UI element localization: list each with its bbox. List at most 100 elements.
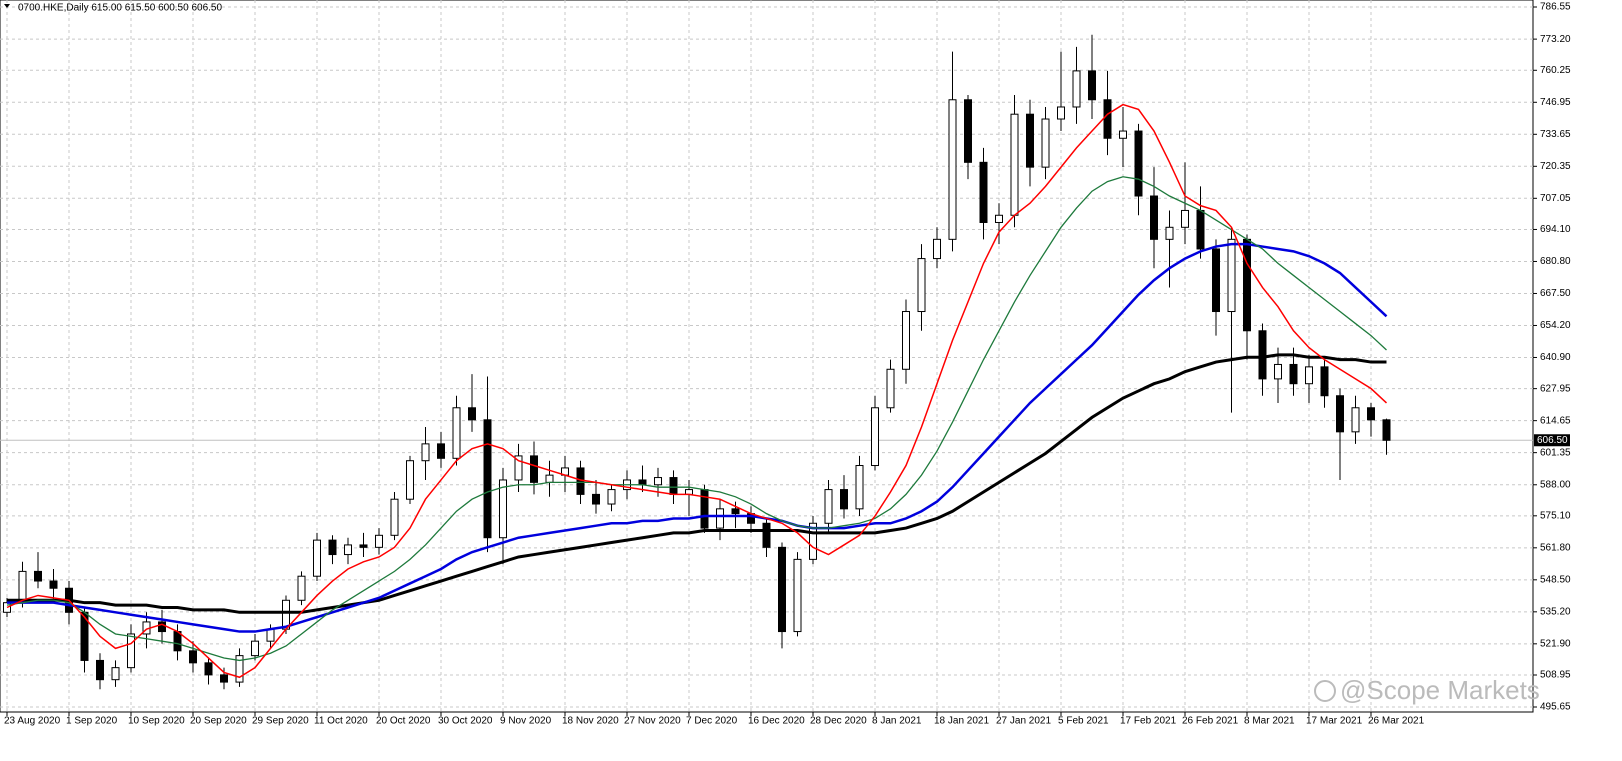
candle-body xyxy=(793,558,802,633)
y-tick-label: 654.20 xyxy=(1540,320,1571,331)
candle-body xyxy=(328,539,337,556)
candle-body xyxy=(809,522,817,560)
last-price-box xyxy=(1534,434,1570,447)
candle-body xyxy=(1196,209,1205,250)
candle-body xyxy=(1134,130,1143,197)
y-tick-label: 707.05 xyxy=(1540,193,1571,204)
candle-body xyxy=(576,467,585,495)
candle-body xyxy=(173,631,182,652)
x-tick-label: 30 Oct 2020 xyxy=(438,716,493,727)
y-tick-label: 694.10 xyxy=(1540,224,1571,235)
candle-body xyxy=(1320,366,1329,397)
grid xyxy=(0,0,1533,712)
candle-body xyxy=(964,99,972,163)
candle-body xyxy=(375,534,383,548)
candle-body xyxy=(1227,238,1236,313)
candle-body xyxy=(1243,238,1251,332)
x-tick-label: 20 Sep 2020 xyxy=(190,716,247,727)
x-tick-label: 10 Sep 2020 xyxy=(128,716,185,727)
last-price-label: 606.50 xyxy=(1537,435,1568,446)
candle-body xyxy=(778,546,786,633)
candle-body xyxy=(824,489,833,524)
candle-body xyxy=(871,407,879,467)
candle-body xyxy=(669,477,678,495)
x-tick-label: 8 Mar 2021 xyxy=(1244,716,1295,727)
candle-body xyxy=(359,544,368,548)
candle-body xyxy=(452,407,461,459)
candle-body xyxy=(700,489,709,529)
watermark-icon xyxy=(1314,680,1336,702)
candle-body xyxy=(638,479,647,486)
candle-body xyxy=(235,655,244,683)
x-tick-label: 23 Aug 2020 xyxy=(4,716,61,727)
candle-body xyxy=(251,640,259,657)
y-tick-label: 521.90 xyxy=(1540,638,1571,649)
moving-average-line xyxy=(6,103,1388,679)
candle-body xyxy=(1119,130,1127,139)
watermark: @Scope Markets xyxy=(1314,675,1540,705)
candle-body xyxy=(468,407,476,421)
candle-body xyxy=(1212,248,1220,313)
candle-body xyxy=(1010,113,1019,216)
candle-body xyxy=(297,575,306,601)
x-tick-label: 17 Mar 2021 xyxy=(1306,716,1363,727)
candle-body xyxy=(1336,395,1344,433)
candle-body xyxy=(313,539,321,577)
x-tick-label: 11 Oct 2020 xyxy=(314,716,368,727)
x-tick-label: 8 Jan 2021 xyxy=(872,716,922,727)
candle-body xyxy=(18,570,27,604)
candle-body xyxy=(406,460,414,500)
candle-body xyxy=(592,493,600,505)
y-tick-label: 680.80 xyxy=(1540,256,1571,267)
candle-body xyxy=(1057,106,1065,120)
header-arrow xyxy=(4,4,10,8)
y-tick-label: 733.65 xyxy=(1540,129,1571,140)
y-tick-label: 601.35 xyxy=(1540,447,1571,458)
x-tick-label: 27 Jan 2021 xyxy=(996,716,1051,727)
candle-body xyxy=(1088,70,1096,101)
y-tick-label: 561.80 xyxy=(1540,542,1571,553)
candle-body xyxy=(158,621,166,633)
x-tick-label: 5 Feb 2021 xyxy=(1058,716,1109,727)
candle-body xyxy=(1289,363,1298,385)
candle-body xyxy=(266,628,275,642)
candle-body xyxy=(483,419,492,539)
y-tick-label: 640.90 xyxy=(1540,352,1571,363)
x-tick-label: 28 Dec 2020 xyxy=(810,716,867,727)
moving-average-line xyxy=(7,242,1388,633)
candle-body xyxy=(607,489,616,505)
candle-body xyxy=(1367,407,1375,421)
candle-body xyxy=(514,455,523,481)
moving-average-line xyxy=(6,176,1387,662)
candle-body xyxy=(1103,99,1112,139)
candle-body xyxy=(886,368,895,409)
candle-body xyxy=(1150,195,1158,240)
candle-body xyxy=(421,443,430,462)
candle-body xyxy=(731,508,740,515)
x-tick-label: 16 Dec 2020 xyxy=(748,716,805,727)
candle-body xyxy=(840,489,848,510)
candle-body xyxy=(189,650,197,664)
candle-body xyxy=(762,522,771,548)
candle-body xyxy=(96,659,104,681)
y-tick-label: 760.25 xyxy=(1540,65,1571,76)
candle-body xyxy=(545,474,554,483)
y-tick-label: 627.95 xyxy=(1540,383,1571,394)
candle-body xyxy=(1165,226,1174,240)
watermark-text: @Scope Markets xyxy=(1340,675,1540,705)
candle-body xyxy=(390,498,399,536)
candle-body xyxy=(1305,366,1313,385)
candle-body xyxy=(127,633,135,669)
candle-body xyxy=(499,479,507,539)
x-tick-label: 20 Oct 2020 xyxy=(376,716,431,727)
candle-body xyxy=(917,258,926,313)
x-tick-label: 17 Feb 2021 xyxy=(1120,716,1177,727)
x-tick-label: 9 Nov 2020 xyxy=(500,716,552,727)
candle-body xyxy=(948,99,957,240)
candle-body xyxy=(1274,363,1282,380)
marks xyxy=(3,34,1391,690)
y-tick-label: 535.20 xyxy=(1540,606,1571,617)
candle-body xyxy=(995,214,1003,223)
x-tick-label: 29 Sep 2020 xyxy=(252,716,309,727)
candle-body xyxy=(34,570,42,582)
